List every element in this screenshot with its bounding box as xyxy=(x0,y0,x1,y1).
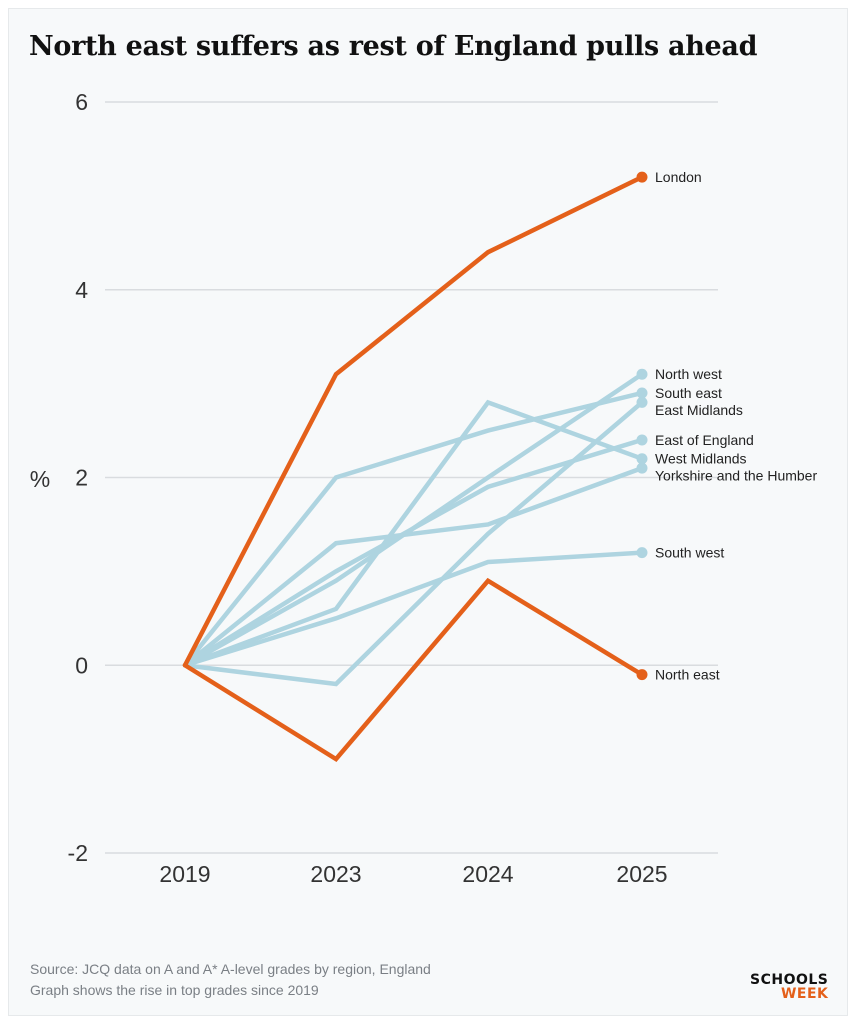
series-label: West Midlands xyxy=(655,451,747,467)
series-end-point xyxy=(636,396,648,408)
chart-frame: North east suffers as rest of England pu… xyxy=(8,8,848,1016)
series-line xyxy=(182,465,645,668)
series-end-point xyxy=(636,368,648,380)
y-tick-label: 6 xyxy=(75,89,88,115)
schools-week-logo: SCHOOLS WEEK xyxy=(750,973,828,1001)
series-end-point xyxy=(636,453,648,465)
series-end-point xyxy=(636,547,648,559)
series-line xyxy=(182,390,645,668)
series-line xyxy=(182,550,645,668)
series-end-point xyxy=(636,462,648,474)
series-end-point xyxy=(636,171,648,183)
source-line-1: Source: JCQ data on A and A* A-level gra… xyxy=(30,961,431,977)
series-line xyxy=(182,400,645,687)
series-line xyxy=(182,577,645,763)
muted-series xyxy=(182,368,648,687)
series-label: East Midlands xyxy=(655,402,743,418)
series-label: East of England xyxy=(655,432,754,448)
series-label: Yorkshire and the Humber xyxy=(655,468,817,484)
x-tick-label: 2023 xyxy=(310,861,361,887)
series-label: South west xyxy=(655,545,724,561)
chart-title: North east suffers as rest of England pu… xyxy=(29,31,758,62)
y-tick-label: 2 xyxy=(75,465,88,491)
series-end-point xyxy=(636,387,648,399)
series-end-point xyxy=(636,434,648,446)
series-line xyxy=(182,399,645,668)
series-label: South east xyxy=(655,385,722,401)
y-tick-labels: -2 0 2 4 6 xyxy=(68,89,89,866)
series-label: North west xyxy=(655,366,722,382)
y-axis-label: % xyxy=(30,466,50,492)
series-line xyxy=(182,437,645,668)
y-tick-label: 0 xyxy=(75,652,88,678)
logo-line-1: SCHOOLS xyxy=(750,972,829,988)
x-tick-label: 2024 xyxy=(462,861,513,887)
gridlines xyxy=(105,101,718,854)
y-tick-label: -2 xyxy=(68,840,88,866)
series-end-point xyxy=(636,669,648,681)
series-label: North east xyxy=(655,667,720,683)
source-line-2: Graph shows the rise in top grades since… xyxy=(30,982,319,998)
x-tick-label: 2019 xyxy=(159,861,210,887)
x-tick-labels: 2019 2023 2024 2025 xyxy=(159,861,667,887)
series-line xyxy=(182,174,645,668)
highlighted-series xyxy=(182,171,648,763)
x-tick-label: 2025 xyxy=(616,861,667,887)
source-note: Source: JCQ data on A and A* A-level gra… xyxy=(30,959,431,1001)
y-tick-label: 4 xyxy=(75,277,88,303)
series-label: London xyxy=(655,169,702,185)
logo-line-2: WEEK xyxy=(780,986,829,1002)
